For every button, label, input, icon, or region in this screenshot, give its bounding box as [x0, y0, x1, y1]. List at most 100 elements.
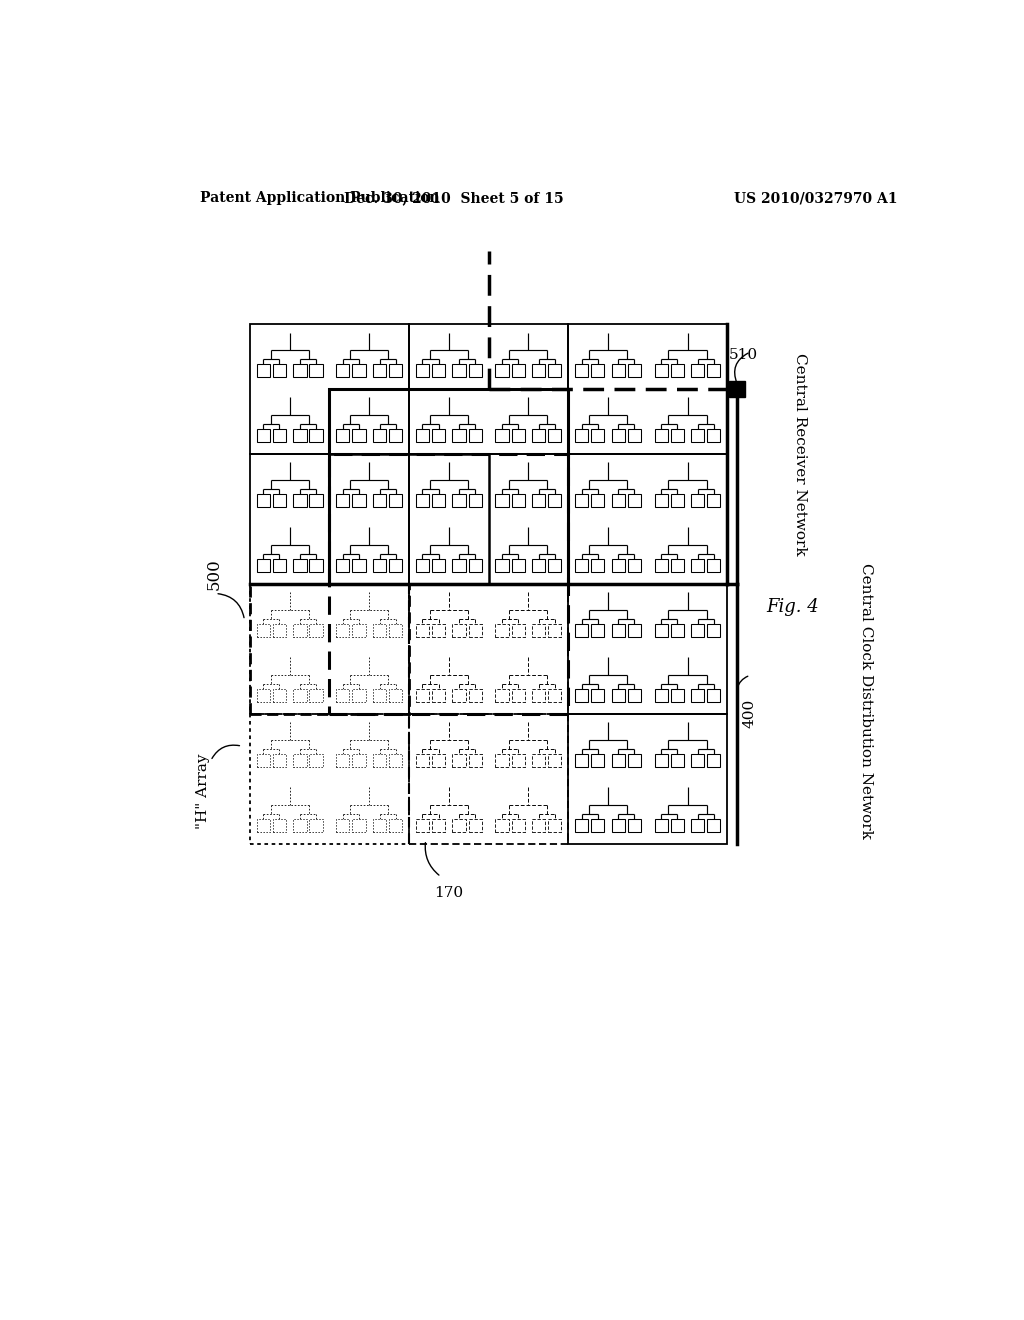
Bar [453, 494, 466, 507]
Bar [591, 818, 604, 832]
Bar [416, 689, 429, 702]
Bar [708, 754, 721, 767]
Bar [373, 560, 386, 573]
Bar [389, 754, 402, 767]
Bar [654, 560, 668, 573]
Bar [453, 364, 466, 378]
Bar [373, 689, 386, 702]
Bar [548, 754, 561, 767]
Bar [691, 689, 705, 702]
Bar [453, 429, 466, 442]
Bar [389, 689, 402, 702]
Bar [309, 689, 323, 702]
Bar [691, 818, 705, 832]
Bar [352, 624, 366, 638]
Bar [611, 818, 625, 832]
Bar [416, 364, 429, 378]
Bar [469, 429, 481, 442]
Bar [336, 689, 349, 702]
Bar [250, 583, 409, 714]
Bar [568, 583, 727, 714]
Bar [496, 364, 509, 378]
Bar [432, 624, 445, 638]
Bar [532, 754, 545, 767]
Bar [272, 689, 286, 702]
Bar [432, 818, 445, 832]
Bar [575, 624, 588, 638]
Bar [453, 624, 466, 638]
Bar [611, 754, 625, 767]
Text: 400: 400 [742, 700, 757, 729]
Bar [591, 429, 604, 442]
Bar [575, 429, 588, 442]
Bar [389, 624, 402, 638]
Bar [628, 624, 641, 638]
Bar [416, 560, 429, 573]
Text: Central Receiver Network: Central Receiver Network [794, 352, 808, 556]
Bar [272, 560, 286, 573]
Text: Central Clock Distribution Network: Central Clock Distribution Network [859, 562, 872, 838]
Bar [708, 494, 721, 507]
Bar [330, 389, 568, 583]
Bar [512, 624, 524, 638]
Bar [293, 818, 306, 832]
Bar [708, 364, 721, 378]
Bar [409, 454, 568, 583]
Bar [309, 364, 323, 378]
Bar [548, 560, 561, 573]
Bar [654, 429, 668, 442]
Bar [373, 754, 386, 767]
Bar [293, 494, 306, 507]
Bar [432, 494, 445, 507]
Bar [591, 754, 604, 767]
Bar [654, 689, 668, 702]
Bar [575, 494, 588, 507]
Bar [257, 624, 270, 638]
Text: 510: 510 [729, 348, 758, 362]
Bar [575, 560, 588, 573]
Bar [469, 624, 481, 638]
Bar [389, 429, 402, 442]
Bar [352, 818, 366, 832]
Bar [628, 364, 641, 378]
Bar [671, 754, 684, 767]
Bar [671, 560, 684, 573]
Bar [272, 494, 286, 507]
Bar [611, 560, 625, 573]
Bar [708, 429, 721, 442]
Bar [575, 818, 588, 832]
Bar [293, 364, 306, 378]
Bar [532, 429, 545, 442]
Bar [671, 364, 684, 378]
Bar [532, 689, 545, 702]
Bar [512, 429, 524, 442]
Bar [272, 754, 286, 767]
Bar [691, 429, 705, 442]
Bar [548, 364, 561, 378]
Bar [409, 583, 568, 714]
Bar [548, 818, 561, 832]
Bar [591, 494, 604, 507]
Bar [532, 494, 545, 507]
Bar [512, 689, 524, 702]
Bar [352, 560, 366, 573]
Bar [309, 560, 323, 573]
Bar [671, 689, 684, 702]
Bar [671, 429, 684, 442]
Bar [532, 364, 545, 378]
Bar [416, 429, 429, 442]
Bar [708, 560, 721, 573]
Bar [611, 494, 625, 507]
Bar [591, 560, 604, 573]
Bar [257, 754, 270, 767]
Bar [671, 624, 684, 638]
Bar [272, 429, 286, 442]
Bar [469, 560, 481, 573]
Bar [691, 754, 705, 767]
Text: "H" Array: "H" Array [196, 754, 210, 829]
Bar [496, 689, 509, 702]
Bar [512, 494, 524, 507]
Bar [611, 429, 625, 442]
Bar [257, 560, 270, 573]
Bar [352, 689, 366, 702]
